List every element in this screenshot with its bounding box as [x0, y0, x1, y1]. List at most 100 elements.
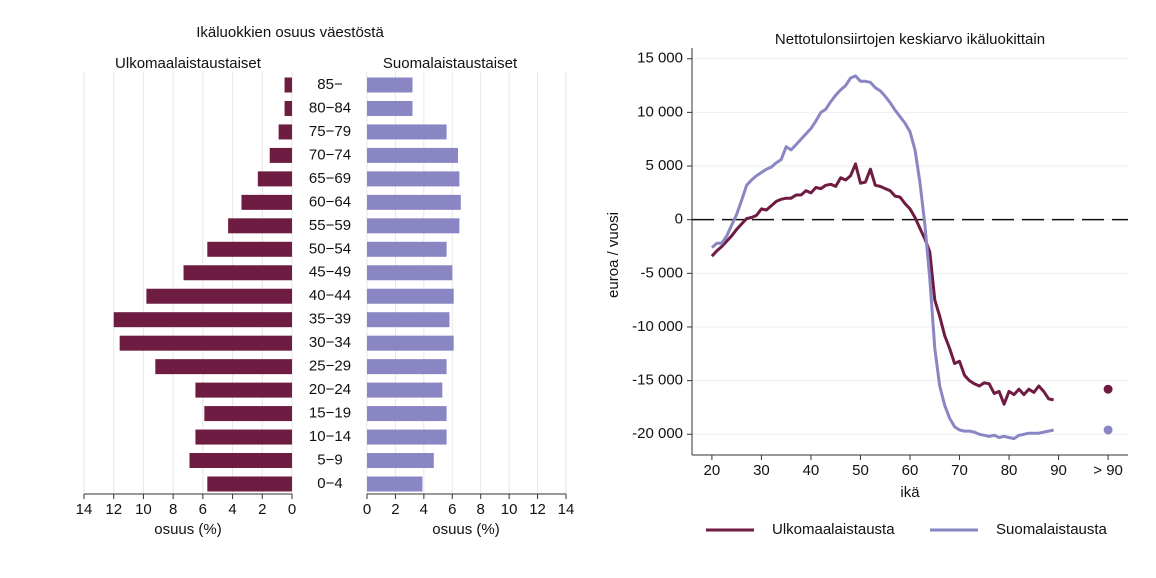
x-tick-label: 2	[258, 501, 266, 518]
bar	[367, 265, 453, 281]
x-tick-label: 0	[288, 501, 296, 518]
category-label: 35−39	[309, 311, 351, 328]
chart-title: Ikäluokkien osuus väestöstä	[196, 24, 384, 41]
x-tick-label: 14	[76, 501, 93, 518]
x-tick-label: 12	[529, 501, 546, 518]
bar	[195, 382, 292, 398]
legend-label: Ulkomaalaistausta	[772, 521, 895, 538]
x-tick-label: 4	[420, 501, 428, 518]
x-tick-label: 8	[169, 501, 177, 518]
category-label: 5−9	[317, 451, 342, 468]
bar	[367, 171, 460, 187]
bar	[146, 288, 292, 304]
category-label: 85−	[317, 76, 343, 93]
category-label: 40−44	[309, 287, 351, 304]
bar	[195, 429, 292, 445]
x-axis-label: osuus (%)	[154, 521, 222, 538]
bar	[367, 77, 413, 93]
y-tick-label: 5 000	[645, 157, 683, 174]
y-tick-label: -5 000	[640, 264, 683, 281]
category-label: 50−54	[309, 240, 351, 257]
bar	[367, 429, 447, 445]
bar	[367, 124, 447, 140]
x-tick-label: 70	[951, 462, 968, 479]
point	[1103, 384, 1113, 394]
bar	[269, 147, 292, 163]
bar	[367, 241, 447, 257]
x-tick-label: 40	[803, 462, 820, 479]
category-label: 20−24	[309, 381, 351, 398]
series-label: Suomalaistaustaiset	[383, 55, 518, 72]
x-axis-label: ikä	[900, 484, 920, 501]
bar	[113, 312, 292, 328]
chart-title: Nettotulonsiirtojen keskiarvo ikäluokitt…	[775, 31, 1045, 48]
x-tick-label: 30	[753, 462, 770, 479]
category-label: 65−69	[309, 170, 351, 187]
category-label: 30−34	[309, 334, 351, 351]
bar	[367, 359, 447, 375]
x-tick-label: 4	[228, 501, 236, 518]
x-tick-label: 50	[852, 462, 869, 479]
bar	[367, 312, 450, 328]
bar	[367, 194, 461, 210]
category-label: 45−49	[309, 264, 351, 281]
category-label: 60−64	[309, 193, 351, 210]
y-tick-label: -15 000	[632, 372, 683, 389]
bar	[284, 77, 292, 93]
bar	[284, 100, 292, 116]
bar	[367, 218, 460, 234]
category-label: 25−29	[309, 358, 351, 375]
y-tick-label: 10 000	[637, 103, 683, 120]
bar	[119, 335, 293, 351]
bar	[155, 359, 292, 375]
bar	[183, 265, 292, 281]
category-label: 80−84	[309, 99, 351, 116]
bar	[228, 218, 292, 234]
category-label: 10−14	[309, 428, 351, 445]
bar	[278, 124, 292, 140]
x-tick-label: 60	[902, 462, 919, 479]
bar	[367, 382, 443, 398]
x-tick-label: 10	[135, 501, 152, 518]
series-label: Ulkomaalaistaustaiset	[115, 55, 262, 72]
bar	[189, 453, 292, 469]
category-label: 70−74	[309, 146, 351, 163]
x-tick-label: 2	[391, 501, 399, 518]
x-tick-label: 80	[1001, 462, 1018, 479]
bar	[367, 335, 454, 351]
series-line	[710, 162, 1054, 406]
x-axis-label: osuus (%)	[432, 521, 500, 538]
y-tick-label: 15 000	[637, 50, 683, 67]
y-tick-label: -20 000	[632, 425, 683, 442]
point	[1103, 425, 1113, 435]
bar	[257, 171, 292, 187]
x-tick-label: 0	[363, 501, 371, 518]
bar	[367, 288, 454, 304]
x-tick-label: 10	[501, 501, 518, 518]
bar	[207, 241, 292, 257]
y-axis-label: euroa / vuosi	[605, 212, 622, 298]
x-tick-label: 12	[105, 501, 122, 518]
y-tick-label: -10 000	[632, 318, 683, 335]
category-label: 55−59	[309, 217, 351, 234]
y-tick-label: 0	[675, 211, 683, 228]
bar	[367, 476, 423, 492]
x-tick-label: > 90	[1093, 462, 1123, 479]
bar	[241, 194, 292, 210]
legend-label: Suomalaistausta	[996, 521, 1108, 538]
category-label: 75−79	[309, 123, 351, 140]
x-tick-label: 20	[704, 462, 721, 479]
category-label: 15−19	[309, 405, 351, 422]
category-label: 0−4	[317, 475, 342, 492]
x-tick-label: 14	[558, 501, 575, 518]
x-tick-label: 6	[448, 501, 456, 518]
series-line	[710, 74, 1054, 441]
bar	[367, 406, 447, 422]
x-tick-label: 90	[1050, 462, 1067, 479]
bar	[367, 100, 413, 116]
bar	[367, 453, 434, 469]
x-tick-label: 8	[477, 501, 485, 518]
bar	[207, 476, 292, 492]
